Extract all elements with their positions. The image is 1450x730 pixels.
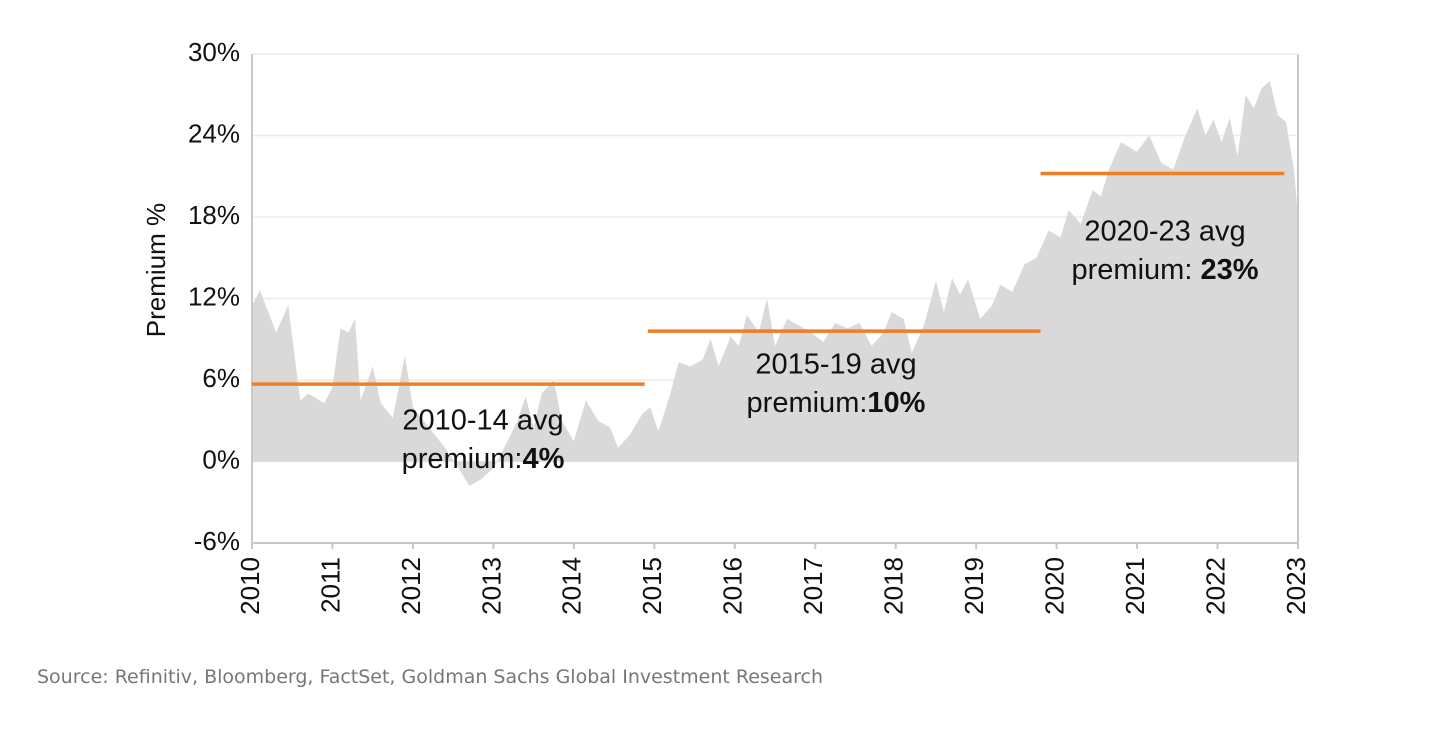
annotation: premium: 23% — [1072, 254, 1259, 286]
x-tick-label: 2019 — [959, 557, 989, 615]
annotation: 2015-19 avg — [755, 349, 916, 381]
annotation: premium:10% — [747, 387, 926, 419]
x-tick-label: 2023 — [1281, 557, 1311, 615]
y-tick-label: 0% — [202, 444, 240, 474]
y-axis-label: Premium % — [141, 203, 171, 337]
x-tick-label: 2018 — [879, 557, 909, 615]
annotation: 2020-23 avg — [1084, 216, 1245, 248]
annotation-text: premium: — [747, 387, 868, 419]
x-tick-label: 2020 — [1039, 557, 1069, 615]
x-tick-label: 2017 — [798, 557, 828, 615]
annotation: premium:4% — [402, 443, 565, 475]
y-tick-label: 6% — [202, 363, 240, 393]
x-tick-label: 2010 — [235, 557, 265, 615]
x-tick-label: 2014 — [557, 557, 587, 615]
annotation: 2010-14 avg — [402, 405, 563, 437]
y-tick-label: 18% — [188, 200, 240, 230]
annotation-value: 23% — [1200, 254, 1258, 286]
annotation-text: premium: — [402, 443, 523, 475]
x-tick-label: 2012 — [396, 557, 426, 615]
x-tick-label: 2022 — [1200, 557, 1230, 615]
y-tick-label: 12% — [188, 281, 240, 311]
annotation-text: premium: — [1072, 254, 1201, 286]
x-tick-label: 2013 — [476, 557, 506, 615]
x-tick-label: 2011 — [315, 557, 345, 613]
annotation-value: 4% — [522, 443, 564, 475]
x-tick-label: 2021 — [1120, 557, 1150, 615]
x-tick-label: 2015 — [637, 557, 667, 615]
y-tick-label: -6% — [194, 526, 240, 556]
x-tick-label: 2016 — [718, 557, 748, 615]
source-note: Source: Refinitiv, Bloomberg, FactSet, G… — [37, 666, 824, 688]
chart: Premium % -6% 0% 6% 12% 18% 24% 30% 2010 2011 201… — [141, 37, 1311, 615]
y-tick-label: 24% — [188, 118, 240, 148]
area — [252, 81, 1298, 486]
annotation-value: 10% — [867, 387, 925, 419]
y-tick-label: 30% — [188, 37, 240, 67]
